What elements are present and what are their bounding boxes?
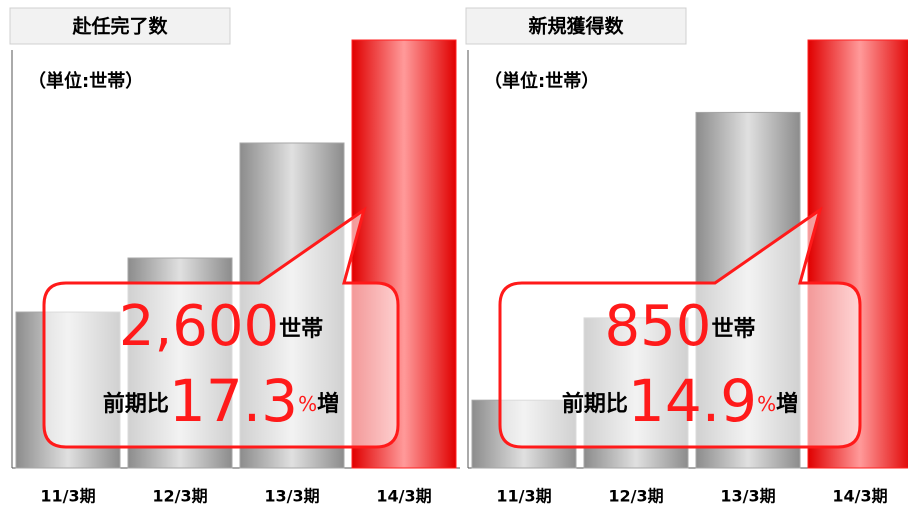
percent: % [757, 392, 776, 416]
unit: 世帯 [711, 316, 755, 342]
x-tick-label: 13/3期 [264, 487, 319, 506]
percent: % [298, 392, 317, 416]
x-tick-label: 11/3期 [40, 487, 95, 506]
callout [42, 206, 400, 449]
chart-title: 新規獲得数 [528, 15, 624, 38]
x-tick-label: 14/3期 [376, 487, 431, 506]
chart-subtitle: （単位:世帯） [28, 70, 143, 92]
x-tick-label: 13/3期 [720, 487, 775, 506]
x-tick-label: 14/3期 [832, 487, 887, 506]
x-tick-label: 12/3期 [608, 487, 663, 506]
callout [498, 206, 862, 449]
callout-value: 2,600世帯 [119, 294, 323, 359]
chart-subtitle: （単位:世帯） [484, 70, 599, 92]
x-tick-label: 12/3期 [152, 487, 207, 506]
title-tab [465, 7, 687, 45]
callout-change: 前期比17.3%増 [103, 367, 339, 435]
chart-title: 赴任完了数 [71, 15, 168, 38]
suffix: 増 [776, 391, 798, 417]
value-label: 850 [605, 294, 712, 359]
suffix: 増 [317, 391, 339, 417]
callout-change: 前期比14.9%増 [562, 367, 798, 435]
prefix: 前期比 [103, 391, 169, 417]
x-tick-label: 11/3期 [496, 487, 551, 506]
unit: 世帯 [279, 316, 323, 342]
callout-value: 850世帯 [605, 294, 756, 359]
prefix: 前期比 [562, 391, 628, 417]
change: 14.9 [628, 367, 757, 435]
value-label: 2,600 [119, 294, 279, 359]
title-tab [9, 7, 231, 45]
change: 17.3 [169, 367, 298, 435]
